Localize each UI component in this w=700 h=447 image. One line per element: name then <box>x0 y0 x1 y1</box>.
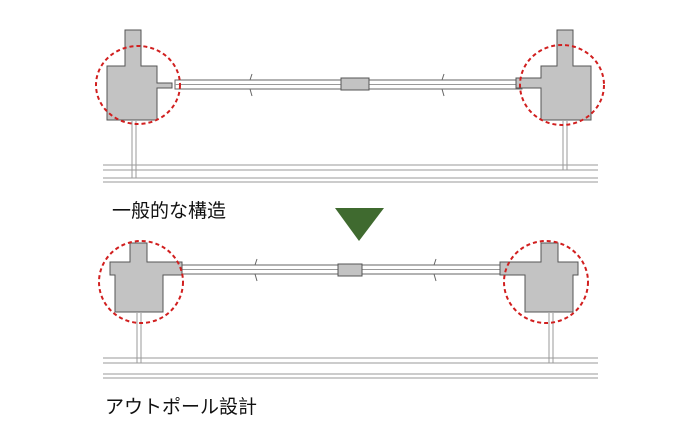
bottom-wall-marks <box>254 258 437 282</box>
bottom-right-highlight-circle <box>503 240 589 324</box>
bottom-left-highlight-circle <box>98 240 184 324</box>
bottom-right-column <box>499 242 579 313</box>
outpole-design-caption: アウトポール設計 <box>105 396 258 418</box>
top-right-highlight-circle <box>519 44 605 126</box>
typical-structure-plan <box>95 29 605 183</box>
top-left-highlight-circle <box>95 45 181 125</box>
top-window-sash <box>340 77 370 91</box>
bottom-window-sash <box>337 263 363 277</box>
outpole-structure-plan <box>98 240 598 379</box>
bottom-floor-lines <box>103 313 598 379</box>
down-triangle-arrow-icon <box>335 208 384 241</box>
top-wall-marks <box>249 73 445 97</box>
top-floor-lines <box>103 121 598 183</box>
top-right-column <box>515 29 592 121</box>
top-left-column <box>106 29 173 121</box>
typical-structure-caption: 一般的な構造 <box>112 200 227 222</box>
bottom-left-column <box>109 242 183 313</box>
